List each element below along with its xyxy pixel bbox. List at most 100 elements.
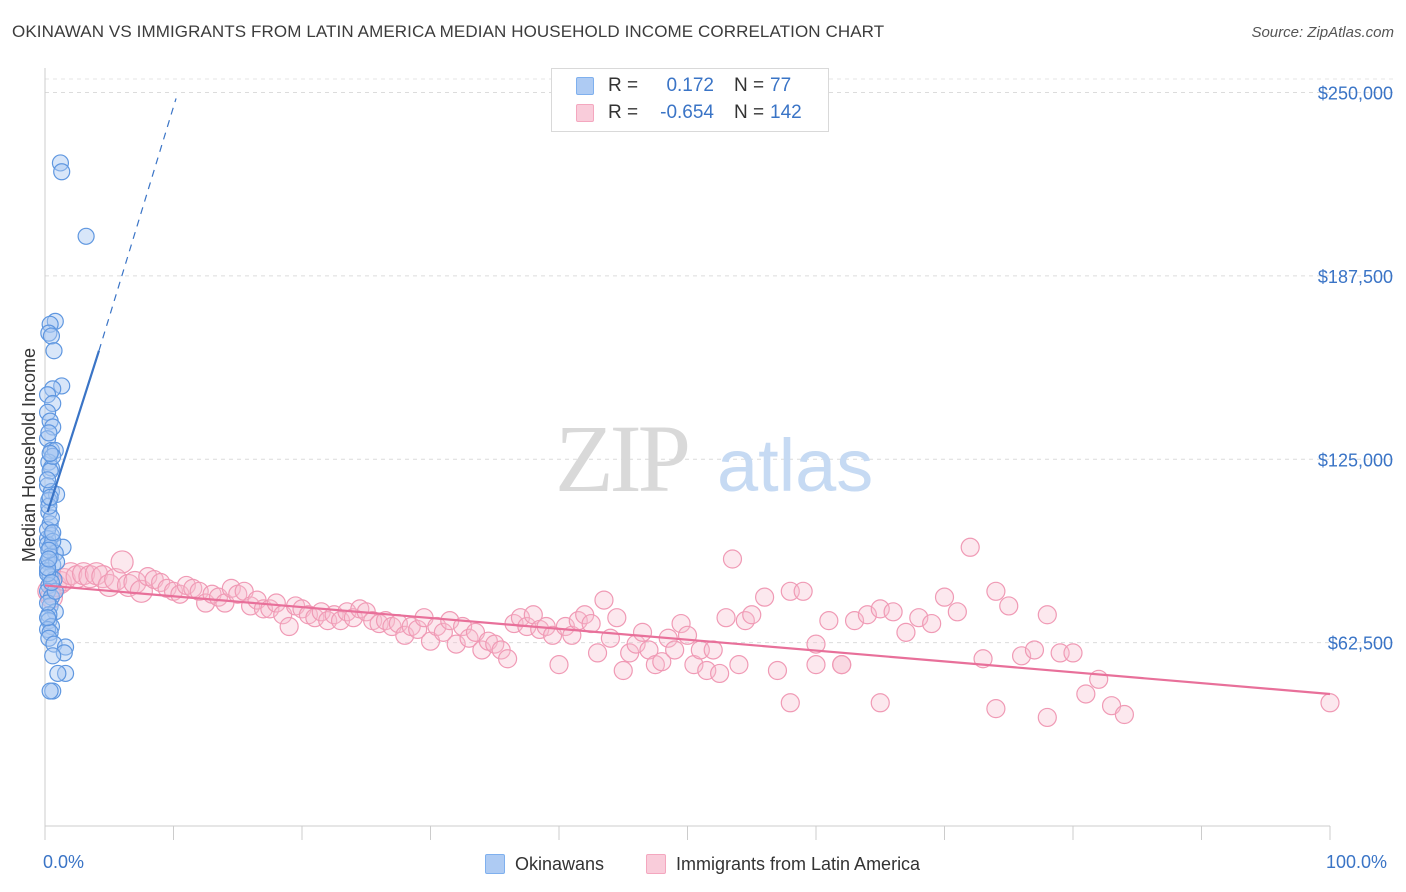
latin-point <box>1320 693 1340 713</box>
okinawan-point <box>40 550 58 568</box>
latin-point <box>947 602 967 622</box>
okinawan-point <box>51 154 70 172</box>
legend-swatch-okinawans <box>576 77 594 95</box>
y-tick-label: $250,000 <box>1318 84 1393 104</box>
latin-point <box>960 537 980 557</box>
legend-r-label: R = <box>608 102 639 123</box>
latin-point <box>581 613 601 634</box>
legend-row-okinawans: R = 0.172 N = 77 <box>576 75 810 97</box>
bottom-legend-latin: Immigrants from Latin America <box>646 852 920 876</box>
latin-point <box>722 549 743 569</box>
latin-point <box>742 605 762 625</box>
latin-point <box>652 652 672 672</box>
y-axis-label: Median Household Income <box>19 348 39 562</box>
y-tick-label: $62,500 <box>1328 634 1393 654</box>
bottom-legend-okinawans: Okinawans <box>485 852 604 876</box>
axes <box>44 68 1331 840</box>
legend-n-value: 142 <box>770 102 802 123</box>
latin-point <box>266 593 286 613</box>
latin-point <box>110 550 134 574</box>
okinawan-point <box>44 532 62 551</box>
okinawan-point <box>77 227 95 245</box>
latin-point <box>587 643 608 663</box>
okinawan-point <box>49 664 67 683</box>
okinawan-point <box>40 324 58 342</box>
bottom-legend-swatch-okinawans <box>485 854 505 874</box>
okinawan-point <box>38 386 57 404</box>
okinawan-point <box>42 327 61 345</box>
latin-point <box>819 611 839 631</box>
latin-point <box>780 693 800 713</box>
latin-point <box>594 590 614 610</box>
latin-point <box>498 649 518 669</box>
latin-point <box>433 622 453 642</box>
latin-point <box>1114 704 1135 725</box>
okinawan-point <box>40 424 58 442</box>
bottom-legend-swatch-latin <box>646 854 666 874</box>
y-tick-label: $125,000 <box>1318 450 1393 470</box>
latin-point <box>870 693 890 713</box>
okinawan-points <box>38 154 95 700</box>
okinawan-point <box>44 524 62 542</box>
latin-point <box>806 634 826 654</box>
latin-point <box>665 640 685 660</box>
latin-point <box>607 608 627 628</box>
okinawan-point <box>38 471 57 489</box>
okinawan-point <box>44 647 62 665</box>
okinawan-point <box>41 444 59 463</box>
grid-lines <box>45 78 1395 644</box>
okinawan-point <box>53 163 71 181</box>
latin-point <box>279 616 299 637</box>
legend-n-label: N = <box>734 102 765 123</box>
legend-row-latin: R = -0.654 N = 142 <box>576 102 810 124</box>
latin-point <box>71 562 96 586</box>
latin-point <box>716 608 736 628</box>
latin-point <box>84 562 109 586</box>
x-tick-label-min: 0.0% <box>43 852 85 872</box>
legend-r-value: 0.172 <box>666 75 714 96</box>
legend-r-label: R = <box>608 75 639 96</box>
latin-point <box>767 660 788 681</box>
latin-point <box>729 655 749 675</box>
chart-title: OKINAWAN VS IMMIGRANTS FROM LATIN AMERIC… <box>12 22 885 41</box>
x-tick-label-max: 100.0% <box>1326 852 1388 872</box>
latin-point <box>710 663 730 684</box>
legend-swatch-latin <box>576 104 594 122</box>
latin-point <box>703 640 723 660</box>
okinawan-point <box>38 620 57 639</box>
latin-point <box>671 613 691 634</box>
okinawan-point <box>42 573 61 592</box>
correlation-legend: R = 0.172 N = 77 R = -0.654 N = 142 <box>551 68 829 132</box>
y-tick-labels: $62,500 $125,000 $187,500 $250,000 <box>1318 84 1393 654</box>
latin-point <box>632 622 653 642</box>
latin-point <box>986 699 1006 719</box>
watermark: ZIP atlas <box>555 405 873 512</box>
legend-n-label: N = <box>734 75 765 96</box>
latin-point <box>78 565 102 589</box>
latin-trend-line <box>44 584 1331 696</box>
okinawan-trend-line <box>46 350 101 513</box>
y-tick-label: $187,500 <box>1318 267 1393 287</box>
okinawan-point <box>44 394 62 413</box>
watermark-atlas: atlas <box>717 424 873 507</box>
okinawan-point <box>56 638 75 656</box>
okinawan-point <box>38 565 57 583</box>
latin-point <box>549 655 569 675</box>
latin-point <box>999 596 1019 616</box>
latin-point <box>1037 707 1057 728</box>
latin-point <box>832 655 852 675</box>
okinawan-point <box>38 609 57 627</box>
latin-point <box>1037 605 1057 625</box>
bottom-legend-label-okinawans: Okinawans <box>515 853 605 874</box>
latin-point <box>1024 640 1045 660</box>
source-label: Source: ZipAtlas.com <box>1251 24 1394 41</box>
latin-points <box>37 537 1340 728</box>
latin-point <box>922 613 942 634</box>
trend-lines <box>44 98 1331 696</box>
bottom-legend-label-latin: Immigrants from Latin America <box>676 853 921 874</box>
latin-point <box>883 602 903 622</box>
latin-point <box>1076 684 1096 704</box>
latin-point <box>934 587 955 607</box>
latin-point <box>1063 643 1083 663</box>
